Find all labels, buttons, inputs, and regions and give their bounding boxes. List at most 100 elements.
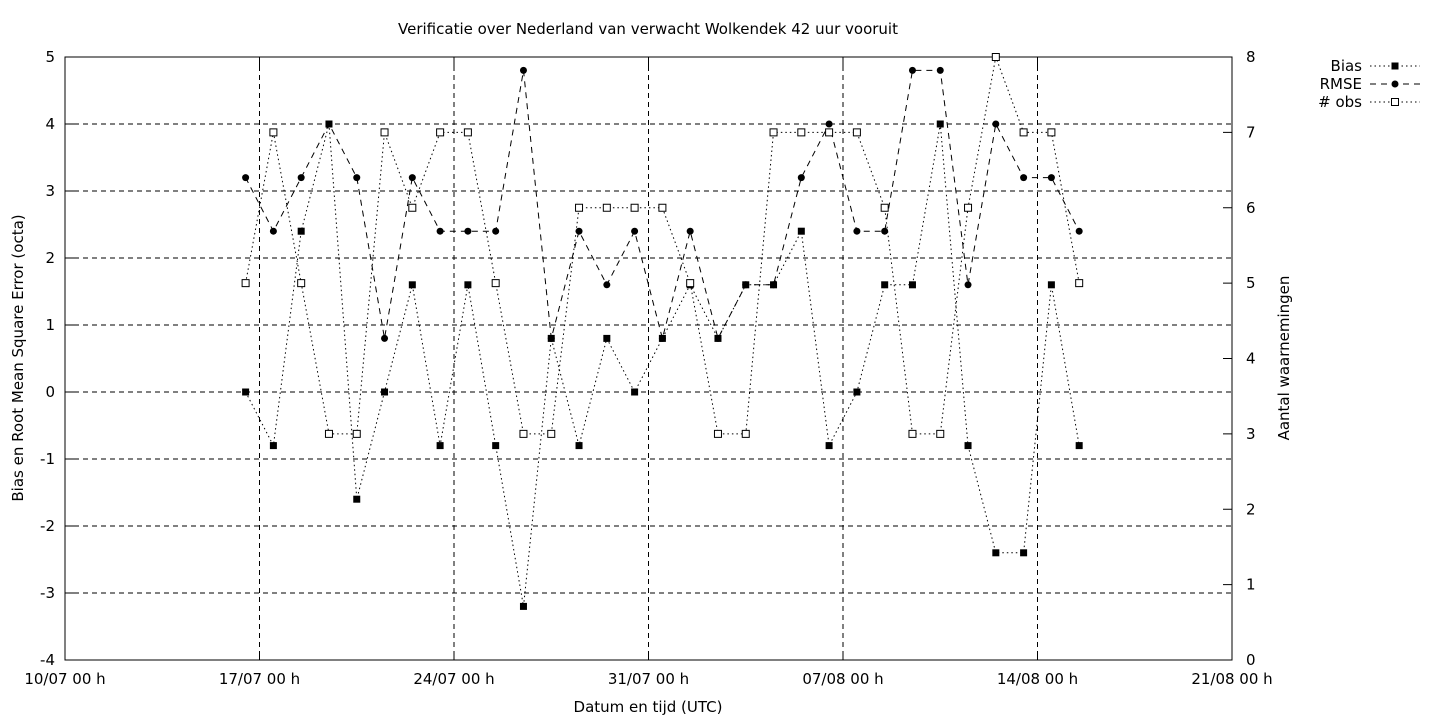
- rmse-point: [631, 227, 639, 235]
- bias-point: [297, 227, 305, 235]
- y2-tick-label: 0: [1246, 651, 1256, 669]
- obs-point: [602, 203, 611, 212]
- y-tick-label: -2: [40, 517, 55, 535]
- obs-point: [936, 429, 945, 438]
- legend-marker-rmse: [1391, 80, 1399, 88]
- rmse-point: [797, 174, 805, 182]
- rmse-point: [908, 66, 916, 74]
- y-tick-label: 1: [45, 316, 55, 334]
- bias-point: [492, 442, 500, 450]
- y2-tick-label: 1: [1246, 576, 1256, 594]
- y2-tick-label: 7: [1246, 123, 1256, 141]
- bias-point: [519, 602, 527, 610]
- y2-tick-label: 4: [1246, 350, 1256, 368]
- y-tick-label: 3: [45, 182, 55, 200]
- bias-point: [825, 442, 833, 450]
- obs-point: [908, 429, 917, 438]
- x-tick-label: 14/08 00 h: [997, 670, 1078, 688]
- y-tick-label: 4: [45, 115, 55, 133]
- x-tick-label: 24/07 00 h: [413, 670, 494, 688]
- x-tick-label: 31/07 00 h: [608, 670, 689, 688]
- bias-point: [908, 281, 916, 289]
- legend-marker-bias: [1391, 62, 1399, 70]
- bias-point: [575, 442, 583, 450]
- rmse-point: [381, 334, 389, 342]
- obs-point: [630, 203, 639, 212]
- rmse-point: [825, 120, 833, 128]
- bias-point: [797, 227, 805, 235]
- y-tick-label: 2: [45, 249, 55, 267]
- rmse-point: [770, 281, 778, 289]
- legend-label-bias: Bias: [1331, 57, 1363, 75]
- rmse-point: [519, 66, 527, 74]
- obs-point: [241, 279, 250, 288]
- y-axis-label: Bias en Root Mean Square Error (octa): [9, 214, 27, 501]
- obs-point: [575, 203, 584, 212]
- obs-point: [991, 53, 1000, 61]
- obs-point: [436, 128, 445, 137]
- series: [241, 53, 1084, 610]
- legend-label-obs: # obs: [1318, 93, 1362, 111]
- grid: [65, 57, 1232, 660]
- rmse-point: [575, 227, 583, 235]
- rmse-point: [436, 227, 444, 235]
- bias-point: [464, 281, 472, 289]
- rmse-point: [242, 174, 250, 182]
- obs-point: [741, 429, 750, 438]
- obs-point: [269, 128, 278, 137]
- x-axis-label: Datum en tijd (UTC): [574, 698, 723, 716]
- y-tick-label: -3: [40, 584, 55, 602]
- bias-point: [631, 388, 639, 396]
- bias-point: [1047, 281, 1055, 289]
- rmse-point: [464, 227, 472, 235]
- legend-marker-obs: [1391, 98, 1399, 106]
- obs-point: [825, 128, 834, 137]
- bias-point: [436, 442, 444, 450]
- rmse-point: [936, 66, 944, 74]
- obs-point: [1047, 128, 1056, 137]
- legend-label-rmse: RMSE: [1320, 75, 1362, 93]
- rmse-point: [881, 227, 889, 235]
- rmse-point: [742, 281, 750, 289]
- x-tick-label: 21/08 00 h: [1191, 670, 1272, 688]
- obs-point: [547, 429, 556, 438]
- obs-point: [297, 279, 306, 288]
- y-tick-label: -1: [40, 450, 55, 468]
- bias-point: [603, 334, 611, 342]
- bias-point: [242, 388, 250, 396]
- obs-line: [245, 55, 1080, 435]
- bias-point: [936, 120, 944, 128]
- chart-title: Verificatie over Nederland van verwacht …: [398, 20, 898, 38]
- y-tick-label: 0: [45, 383, 55, 401]
- y-tick-label: -4: [40, 651, 55, 669]
- bias-point: [992, 549, 1000, 557]
- rmse-point: [603, 281, 611, 289]
- obs-point: [491, 279, 500, 288]
- obs-point: [769, 128, 778, 137]
- bias-point: [381, 388, 389, 396]
- rmse-point: [853, 227, 861, 235]
- y2-tick-label: 2: [1246, 500, 1256, 518]
- rmse-point: [269, 227, 277, 235]
- x-tick-label: 10/07 00 h: [24, 670, 105, 688]
- rmse-point: [297, 174, 305, 182]
- rmse-point: [325, 120, 333, 128]
- obs-point: [408, 203, 417, 212]
- obs-point: [1019, 128, 1028, 137]
- x-tick-label: 07/08 00 h: [802, 670, 883, 688]
- y2-tick-label: 6: [1246, 199, 1256, 217]
- y2-tick-label: 3: [1246, 425, 1256, 443]
- obs-point: [880, 203, 889, 212]
- bias-point: [881, 281, 889, 289]
- bias-point: [964, 442, 972, 450]
- obs-point: [380, 128, 389, 137]
- obs-point: [352, 429, 361, 438]
- bias-line: [245, 123, 1080, 607]
- bias-point: [1020, 549, 1028, 557]
- obs-point: [463, 128, 472, 137]
- bias-point: [853, 388, 861, 396]
- rmse-point: [408, 174, 416, 182]
- bias-point: [408, 281, 416, 289]
